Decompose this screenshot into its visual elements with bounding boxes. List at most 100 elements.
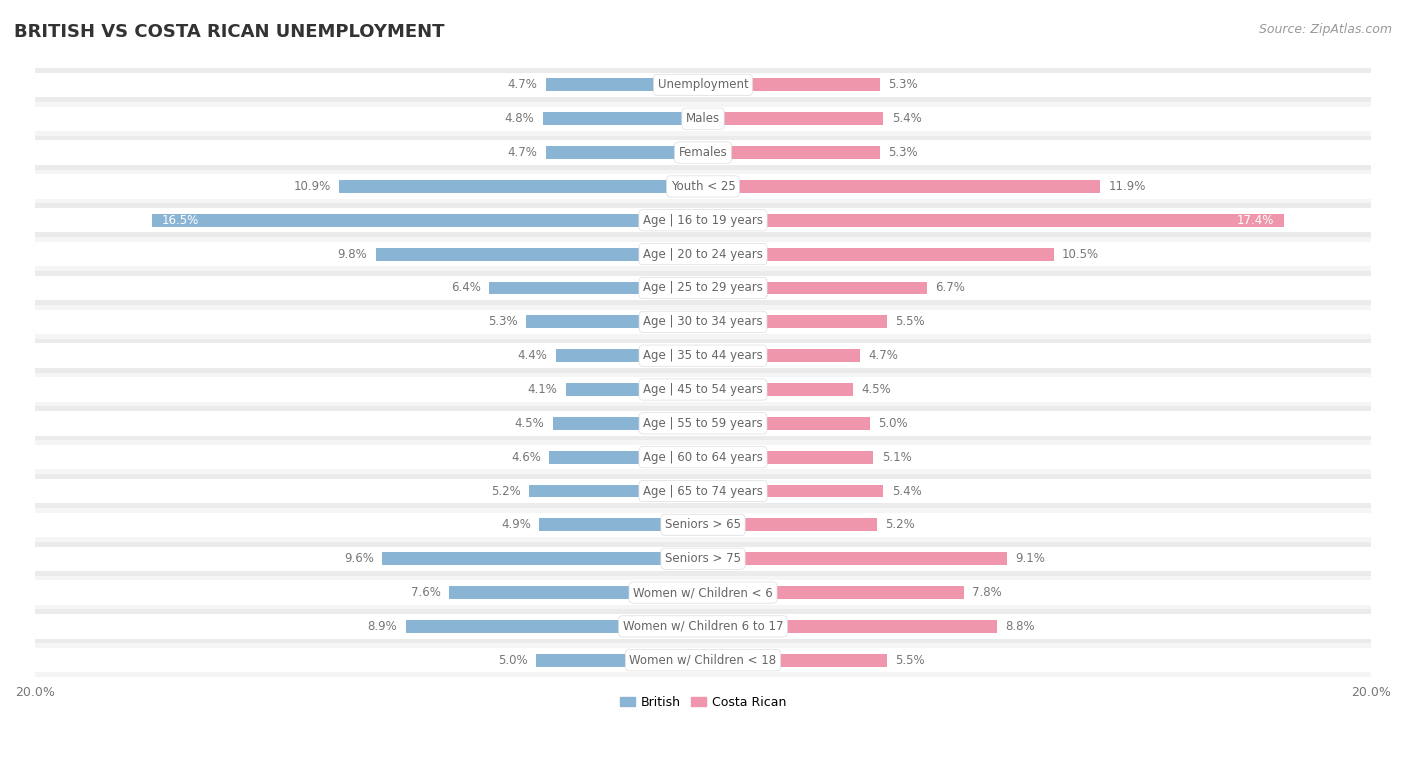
Text: Women w/ Children < 18: Women w/ Children < 18 <box>630 654 776 667</box>
Bar <box>152 214 703 226</box>
Bar <box>406 620 703 633</box>
Bar <box>546 146 703 159</box>
Bar <box>35 310 1371 334</box>
Text: 5.4%: 5.4% <box>891 484 921 497</box>
Bar <box>703 519 877 531</box>
Bar <box>35 542 1371 575</box>
Text: 5.2%: 5.2% <box>491 484 522 497</box>
Bar <box>550 450 703 463</box>
Text: Age | 20 to 24 years: Age | 20 to 24 years <box>643 248 763 260</box>
Text: Women w/ Children 6 to 17: Women w/ Children 6 to 17 <box>623 620 783 633</box>
Bar <box>375 248 703 260</box>
Text: Seniors > 75: Seniors > 75 <box>665 552 741 565</box>
Bar <box>35 614 1371 639</box>
Text: 9.1%: 9.1% <box>1015 552 1045 565</box>
Bar <box>35 344 1371 368</box>
Bar <box>555 349 703 362</box>
Text: 6.7%: 6.7% <box>935 282 965 294</box>
Text: BRITISH VS COSTA RICAN UNEMPLOYMENT: BRITISH VS COSTA RICAN UNEMPLOYMENT <box>14 23 444 41</box>
Text: 8.9%: 8.9% <box>367 620 398 633</box>
Bar <box>35 441 1371 474</box>
Text: Age | 16 to 19 years: Age | 16 to 19 years <box>643 213 763 227</box>
Bar <box>529 484 703 497</box>
Text: 4.5%: 4.5% <box>862 383 891 396</box>
Text: 4.5%: 4.5% <box>515 417 544 430</box>
Text: 8.8%: 8.8% <box>1005 620 1035 633</box>
Bar <box>35 68 1371 102</box>
Text: Women w/ Children < 6: Women w/ Children < 6 <box>633 586 773 599</box>
Bar <box>35 170 1371 204</box>
Bar <box>553 417 703 430</box>
Bar <box>703 282 927 294</box>
Text: 17.4%: 17.4% <box>1237 213 1274 227</box>
Bar <box>703 316 887 329</box>
Text: 5.5%: 5.5% <box>896 654 925 667</box>
Bar <box>703 180 1101 193</box>
Bar <box>35 411 1371 435</box>
Text: 7.6%: 7.6% <box>411 586 441 599</box>
Bar <box>703 146 880 159</box>
Bar <box>382 553 703 565</box>
Bar <box>35 575 1371 609</box>
Text: Males: Males <box>686 112 720 125</box>
Text: Females: Females <box>679 146 727 159</box>
Bar <box>703 248 1053 260</box>
Bar <box>35 271 1371 305</box>
Text: Age | 60 to 64 years: Age | 60 to 64 years <box>643 450 763 464</box>
Text: 5.1%: 5.1% <box>882 450 911 464</box>
Text: 4.7%: 4.7% <box>508 79 537 92</box>
Text: 16.5%: 16.5% <box>162 213 200 227</box>
Bar <box>546 79 703 92</box>
Bar <box>703 586 963 599</box>
Text: Age | 25 to 29 years: Age | 25 to 29 years <box>643 282 763 294</box>
Bar <box>540 519 703 531</box>
Text: Source: ZipAtlas.com: Source: ZipAtlas.com <box>1258 23 1392 36</box>
Bar <box>543 112 703 125</box>
Text: Age | 30 to 34 years: Age | 30 to 34 years <box>643 316 763 329</box>
Bar <box>35 479 1371 503</box>
Bar <box>35 377 1371 402</box>
Bar <box>35 547 1371 571</box>
Text: 9.8%: 9.8% <box>337 248 367 260</box>
Text: 7.8%: 7.8% <box>972 586 1001 599</box>
Bar <box>35 512 1371 537</box>
Bar <box>35 445 1371 469</box>
Bar <box>339 180 703 193</box>
Text: 11.9%: 11.9% <box>1109 180 1146 193</box>
Bar <box>536 654 703 667</box>
Bar <box>35 508 1371 542</box>
Bar <box>449 586 703 599</box>
Text: Age | 65 to 74 years: Age | 65 to 74 years <box>643 484 763 497</box>
Text: 5.2%: 5.2% <box>884 519 915 531</box>
Bar <box>35 140 1371 165</box>
Text: Youth < 25: Youth < 25 <box>671 180 735 193</box>
Bar <box>703 79 880 92</box>
Bar <box>35 372 1371 407</box>
Text: Unemployment: Unemployment <box>658 79 748 92</box>
Bar <box>703 417 870 430</box>
Text: 4.1%: 4.1% <box>527 383 558 396</box>
Text: 4.7%: 4.7% <box>869 349 898 362</box>
Bar <box>35 204 1371 237</box>
Bar <box>35 648 1371 672</box>
Text: 4.6%: 4.6% <box>512 450 541 464</box>
Text: 4.7%: 4.7% <box>508 146 537 159</box>
Bar <box>703 214 1284 226</box>
Text: 10.5%: 10.5% <box>1062 248 1099 260</box>
Bar <box>526 316 703 329</box>
Bar <box>703 450 873 463</box>
Bar <box>703 383 853 396</box>
Text: 4.8%: 4.8% <box>505 112 534 125</box>
Text: 5.4%: 5.4% <box>891 112 921 125</box>
Bar <box>35 237 1371 271</box>
Text: 5.3%: 5.3% <box>889 146 918 159</box>
Bar <box>703 112 883 125</box>
Text: 5.3%: 5.3% <box>488 316 517 329</box>
Text: 6.4%: 6.4% <box>451 282 481 294</box>
Bar <box>703 553 1007 565</box>
Bar <box>703 349 860 362</box>
Text: 5.5%: 5.5% <box>896 316 925 329</box>
Text: 4.9%: 4.9% <box>501 519 531 531</box>
Text: 5.0%: 5.0% <box>879 417 908 430</box>
Bar <box>35 208 1371 232</box>
